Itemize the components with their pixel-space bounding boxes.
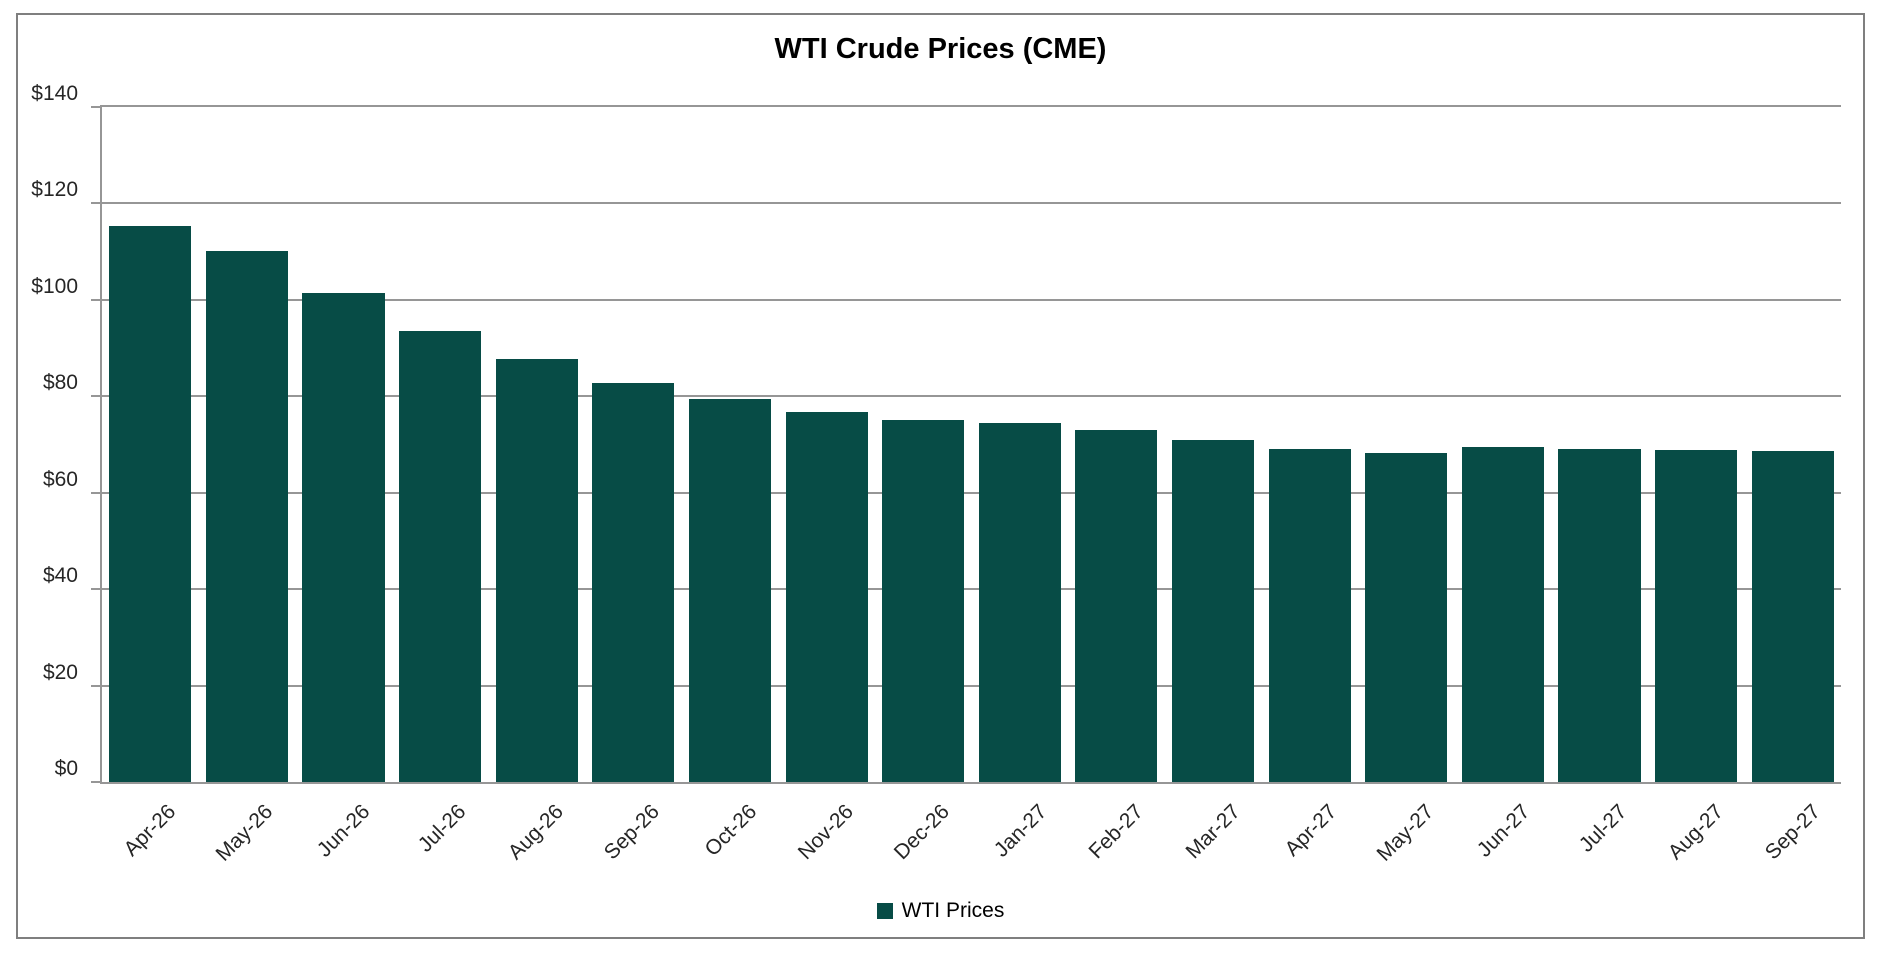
y-axis-tick-label: $100 xyxy=(31,274,78,298)
x-axis-labels: Apr-26 May-26 Jun-26 Jul-26 Aug-26 Sep-26 Oct-… xyxy=(100,786,1841,886)
bar-slot xyxy=(778,107,875,782)
x-axis-tick-label: Apr-27 xyxy=(1280,800,1342,861)
legend-label: WTI Prices xyxy=(901,899,1005,922)
x-axis-tick-label: Jun-27 xyxy=(1473,800,1535,862)
y-axis-tick xyxy=(91,298,100,301)
x-axis-tick-label: Sep-26 xyxy=(600,800,665,865)
bar-slot xyxy=(1551,107,1648,782)
bar-slot xyxy=(682,107,779,782)
x-axis-tick-label: Jul-26 xyxy=(414,800,471,857)
x-axis-tick-label: Nov-26 xyxy=(793,800,858,865)
x-axis-tick-label: Jun-26 xyxy=(312,800,375,862)
bar-slot xyxy=(1165,107,1262,782)
y-axis-tick-label: $0 xyxy=(54,757,78,780)
bar-slot xyxy=(875,107,972,782)
bar-Mar-27 xyxy=(1171,440,1255,782)
bar-slot xyxy=(1455,107,1552,782)
bar-Aug-26 xyxy=(495,359,578,782)
y-axis-tick xyxy=(91,202,100,205)
bar-Aug-27 xyxy=(1655,450,1738,782)
bar-series xyxy=(102,107,1841,782)
y-axis-tick xyxy=(91,781,100,783)
bar-slot xyxy=(1068,107,1165,782)
bar-Sep-27 xyxy=(1751,451,1834,782)
y-axis-tick xyxy=(91,395,100,398)
bar-slot xyxy=(295,107,392,782)
y-axis-tick xyxy=(91,684,100,687)
x-axis-tick-label: Dec-26 xyxy=(890,800,955,865)
bar-Sep-26 xyxy=(592,382,675,782)
x-axis-tick-label: Oct-26 xyxy=(700,800,761,861)
x-axis-tick-label: Sep-27 xyxy=(1760,800,1825,865)
y-axis-tick xyxy=(91,491,100,494)
x-axis-tick-label: Feb-27 xyxy=(1084,800,1148,864)
bar-slot xyxy=(1358,107,1455,782)
x-axis-tick-label: Jan-27 xyxy=(989,800,1052,862)
y-axis-tick-label: $120 xyxy=(31,178,78,202)
y-axis-tick-label: $40 xyxy=(42,564,78,588)
x-axis-tick-label: Jul-27 xyxy=(1574,800,1632,857)
chart-frame: WTI Crude Prices (CME) $0 $20 $40 $60 $80 $10… xyxy=(16,13,1865,939)
legend-swatch-icon xyxy=(876,903,893,919)
legend: WTI Prices xyxy=(18,899,1863,923)
bar-Jan-27 xyxy=(978,423,1061,782)
y-axis-tick-label: $80 xyxy=(42,371,78,395)
y-axis-tick-label: $20 xyxy=(42,660,78,684)
y-axis-tick-label: $60 xyxy=(42,467,78,491)
bar-May-26 xyxy=(205,251,288,782)
bar-Feb-27 xyxy=(1075,430,1158,782)
gridline-60 xyxy=(102,491,1841,494)
bar-Apr-26 xyxy=(109,226,192,782)
bar-Jul-27 xyxy=(1558,448,1641,782)
bar-slot xyxy=(1261,107,1358,782)
bar-slot xyxy=(971,107,1068,782)
bar-Oct-26 xyxy=(688,398,772,782)
y-axis-tick xyxy=(91,106,100,108)
y-axis-tick xyxy=(91,588,100,591)
plot-area: $0 $20 $40 $60 $80 $100 $120 $140 xyxy=(31,82,1841,784)
gridline-80 xyxy=(102,395,1841,398)
gridline-40 xyxy=(102,588,1841,591)
x-axis-tick-label: Apr-26 xyxy=(119,800,181,861)
bar-Jun-26 xyxy=(302,292,385,782)
bar-slot xyxy=(199,107,296,782)
bar-May-27 xyxy=(1365,453,1448,782)
gridline-120 xyxy=(102,202,1841,205)
bar-slot xyxy=(1744,107,1841,782)
bar-Jul-26 xyxy=(399,330,482,782)
y-axis-tick-label: $140 xyxy=(31,82,78,105)
chart-title: WTI Crude Prices (CME) xyxy=(774,33,1107,65)
bar-Jun-27 xyxy=(1461,447,1544,782)
bar-slot xyxy=(102,107,199,782)
x-axis-tick-label: Mar-27 xyxy=(1181,800,1245,864)
gridline-100 xyxy=(102,298,1841,301)
bar-slot xyxy=(1648,107,1745,782)
x-axis-tick-label: May-27 xyxy=(1372,800,1439,866)
x-axis-tick-label: Aug-27 xyxy=(1664,800,1729,865)
bar-slot xyxy=(488,107,585,782)
bar-slot xyxy=(585,107,682,782)
bar-Apr-27 xyxy=(1268,448,1351,782)
bar-slot xyxy=(392,107,489,782)
bar-Nov-26 xyxy=(785,411,868,782)
bar-Dec-26 xyxy=(882,420,965,782)
x-axis-tick-label: Aug-26 xyxy=(503,800,568,865)
x-axis-tick-label: May-26 xyxy=(211,800,278,866)
gridline-20 xyxy=(102,684,1841,687)
